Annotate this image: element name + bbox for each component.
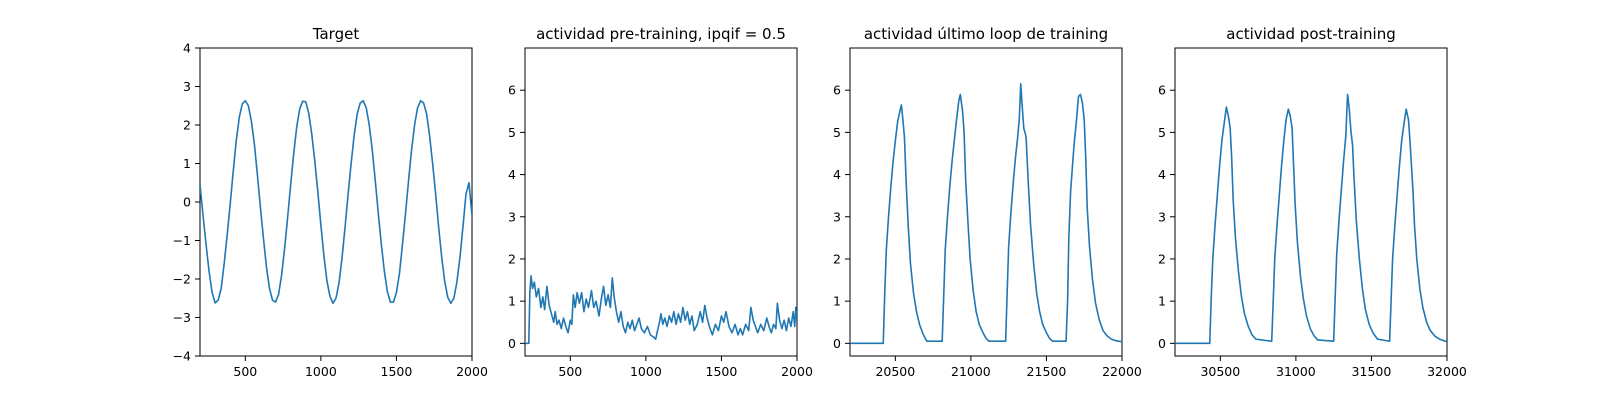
chart-title: actividad pre-training, ipqif = 0.5 bbox=[536, 25, 786, 43]
y-tick-label: 3 bbox=[833, 209, 841, 224]
x-tick-label: 21500 bbox=[1027, 364, 1067, 379]
y-tick-label: 2 bbox=[833, 251, 841, 266]
x-tick-label: 31500 bbox=[1352, 364, 1392, 379]
y-tick-label: 5 bbox=[833, 125, 841, 140]
axes-frame bbox=[1174, 47, 1448, 357]
y-tick-label: 2 bbox=[183, 118, 191, 133]
y-tick-label: −3 bbox=[173, 310, 191, 325]
x-tick-label: 2000 bbox=[781, 364, 813, 379]
y-tick-label: 1 bbox=[833, 294, 841, 309]
x-tick-label: 1500 bbox=[706, 364, 738, 379]
y-tick-label: 4 bbox=[183, 41, 191, 56]
chart-title: actividad último loop de training bbox=[864, 25, 1108, 43]
x-tick-label: 500 bbox=[558, 364, 582, 379]
x-tick-label: 1000 bbox=[305, 364, 337, 379]
series-line-1 bbox=[200, 99, 472, 305]
axes-frame bbox=[524, 47, 798, 357]
x-tick-label: 30500 bbox=[1200, 364, 1240, 379]
series-line-1 bbox=[1175, 93, 1447, 345]
y-tick-label: 4 bbox=[833, 167, 841, 182]
y-tick-label: 6 bbox=[508, 83, 516, 98]
y-tick-label: 2 bbox=[1158, 251, 1166, 266]
y-tick-label: 1 bbox=[508, 294, 516, 309]
y-tick-label: 4 bbox=[1158, 167, 1166, 182]
y-tick-label: 1 bbox=[183, 156, 191, 171]
x-tick-label: 22000 bbox=[1102, 364, 1142, 379]
y-tick-label: 0 bbox=[1158, 336, 1166, 351]
x-tick-label: 1500 bbox=[381, 364, 413, 379]
chart-title: actividad post-training bbox=[1226, 25, 1395, 43]
chart-title: Target bbox=[312, 25, 360, 43]
x-tick-label: 31000 bbox=[1276, 364, 1316, 379]
x-tick-label: 1000 bbox=[630, 364, 662, 379]
y-tick-label: 3 bbox=[1158, 209, 1166, 224]
x-tick-label: 500 bbox=[233, 364, 257, 379]
chart-panel-1: Target 500 1000 1500 2000 −4 −3 −2 −1 0 1 2 3 4 bbox=[173, 25, 488, 379]
y-tick-label: 0 bbox=[833, 336, 841, 351]
y-tick-label: 2 bbox=[508, 251, 516, 266]
x-tick-label: 32000 bbox=[1427, 364, 1467, 379]
y-tick-label: 1 bbox=[1158, 294, 1166, 309]
y-tick-label: 4 bbox=[508, 167, 516, 182]
x-tick-label: 20500 bbox=[875, 364, 915, 379]
y-tick-label: −1 bbox=[173, 233, 191, 248]
y-tick-label: 0 bbox=[183, 195, 191, 210]
y-tick-label: 6 bbox=[1158, 83, 1166, 98]
y-tick-label: 3 bbox=[183, 79, 191, 94]
y-tick-label: −4 bbox=[173, 349, 191, 364]
series-line-1 bbox=[850, 83, 1122, 345]
y-tick-label: 6 bbox=[833, 83, 841, 98]
y-tick-label: −2 bbox=[173, 272, 191, 287]
y-tick-label: 5 bbox=[1158, 125, 1166, 140]
series-line-1 bbox=[525, 275, 797, 345]
y-tick-label: 0 bbox=[508, 336, 516, 351]
y-tick-label: 3 bbox=[508, 209, 516, 224]
y-tick-label: 5 bbox=[508, 125, 516, 140]
x-tick-label: 21000 bbox=[951, 364, 991, 379]
axes-frame bbox=[849, 47, 1123, 357]
x-tick-label: 2000 bbox=[456, 364, 488, 379]
